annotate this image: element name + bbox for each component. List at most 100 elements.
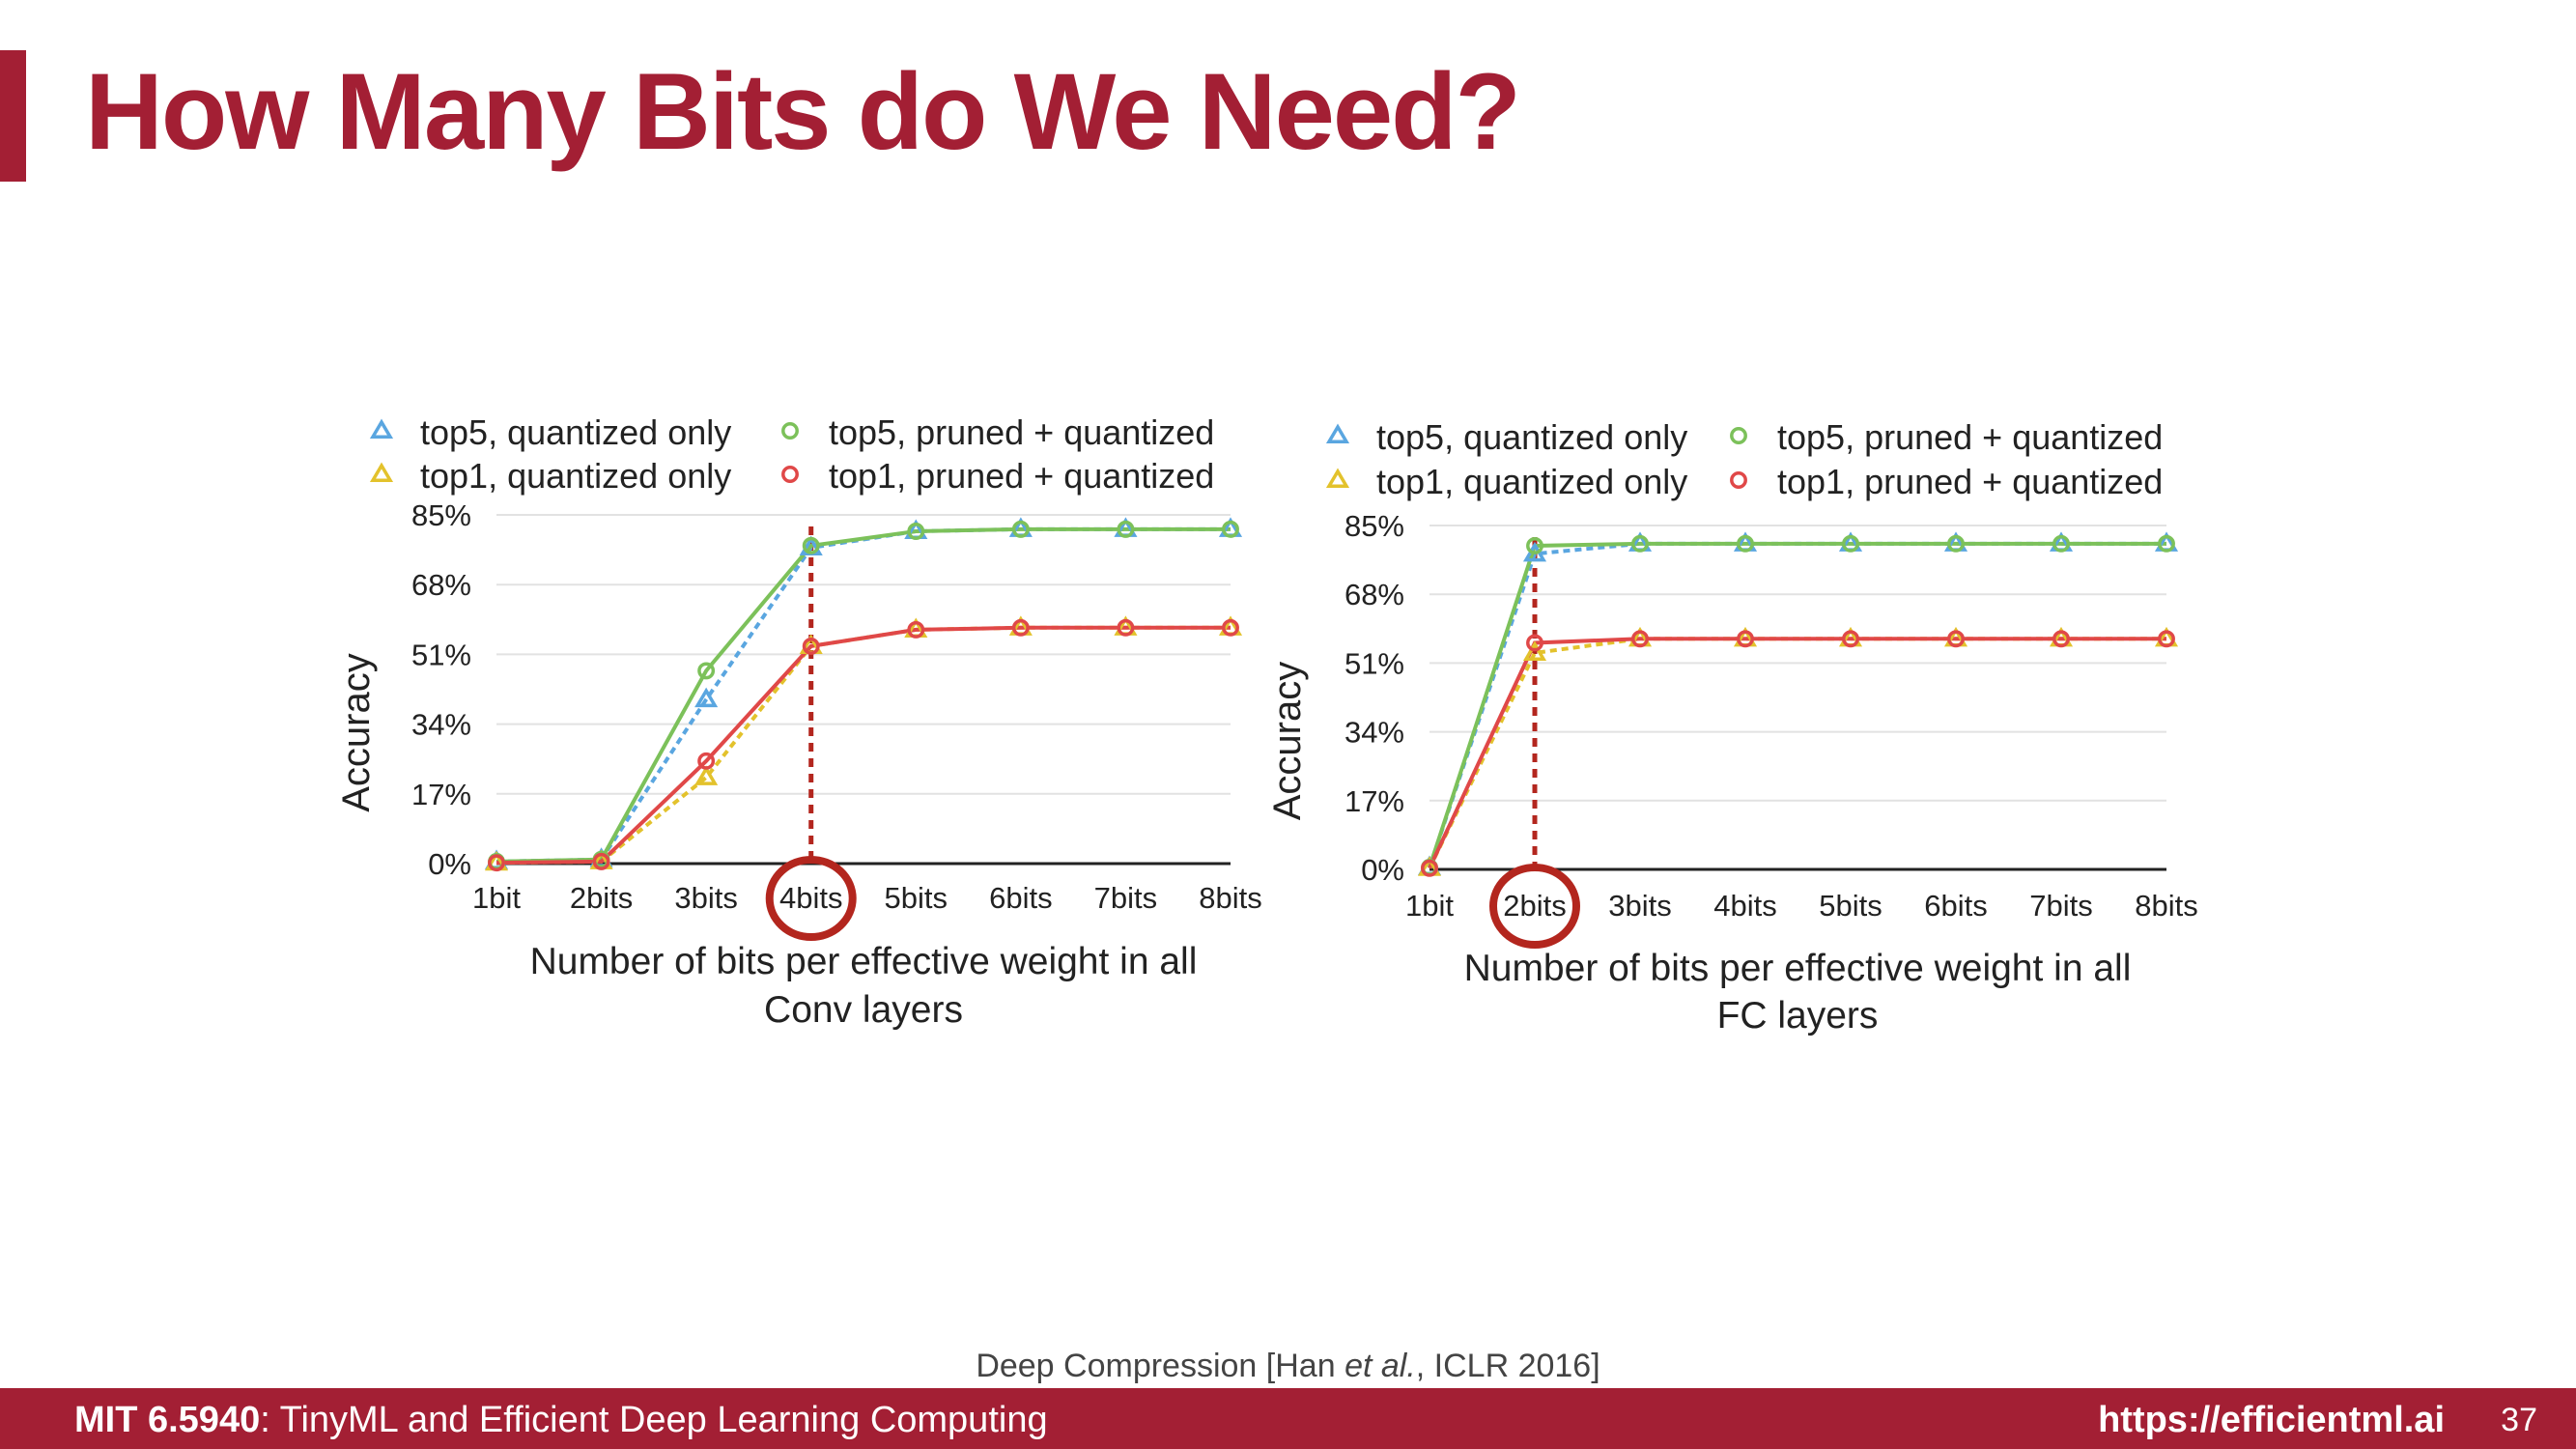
footer-course-code: MIT 6.5940 <box>74 1400 261 1440</box>
x-tick-label: 5bits <box>885 881 948 915</box>
legend-marker <box>369 462 394 483</box>
legend-label: top1, pruned + quantized <box>829 456 1214 496</box>
highlight-circle <box>765 856 857 941</box>
legend-label: top5, quantized only <box>420 412 731 452</box>
data-point <box>1222 618 1239 637</box>
legend-marker <box>1730 427 1747 444</box>
series-line <box>1428 637 2166 869</box>
legend-label: top1, quantized only <box>1376 462 1687 501</box>
legend-marker <box>781 466 799 483</box>
x-tick-label: 3bits <box>674 881 737 915</box>
data-point <box>592 852 610 870</box>
x-tick-label: 4bits <box>779 881 842 915</box>
footer-course: MIT 6.5940: TinyML and Efficient Deep Le… <box>74 1400 1048 1441</box>
series-line <box>1428 541 2166 868</box>
data-point <box>694 765 719 785</box>
y-tick-label: 85% <box>1345 509 1404 543</box>
citation-text-em: et al. <box>1345 1348 1416 1384</box>
data-point <box>1842 630 1859 648</box>
data-point <box>1842 534 1859 553</box>
y-tick-label: 68% <box>411 568 471 602</box>
y-tick-label: 34% <box>411 708 471 742</box>
legend-marker <box>369 418 394 440</box>
data-point <box>1011 618 1030 637</box>
y-axis-label: Accuracy <box>335 653 378 812</box>
data-point <box>1737 534 1754 553</box>
y-tick-label: 17% <box>1345 784 1404 818</box>
x-axis-label-line1: Number of bits per effective weight in a… <box>1464 948 2132 989</box>
data-point <box>802 536 820 554</box>
page-number: 37 <box>2501 1402 2537 1438</box>
data-point <box>1117 618 1135 637</box>
citation-text-post: , ICLR 2016] <box>1415 1348 1600 1384</box>
footer-url-link[interactable]: https://efficientml.ai <box>2098 1400 2445 1440</box>
legend-marker <box>1730 471 1747 489</box>
y-tick-label: 85% <box>411 498 471 532</box>
x-tick-label: 5bits <box>1819 889 1882 923</box>
data-point <box>802 637 820 655</box>
highlight-circle <box>1489 864 1580 949</box>
x-tick-label: 8bits <box>2135 889 2197 923</box>
data-point <box>907 523 925 540</box>
legend-label: top1, quantized only <box>420 456 731 496</box>
x-tick-label: 4bits <box>1713 889 1776 923</box>
data-point <box>1222 520 1239 538</box>
footer-course-name: : TinyML and Efficient Deep Learning Com… <box>260 1400 1048 1440</box>
x-axis-label-line2: Conv layers <box>764 989 963 1031</box>
x-tick-label: 1bit <box>1405 889 1454 923</box>
data-point <box>488 854 505 872</box>
data-point <box>1526 634 1543 652</box>
citation: Deep Compression [Han et al., ICLR 2016] <box>0 1348 2576 1385</box>
citation-text-pre: Deep Compression [Han <box>976 1348 1345 1384</box>
data-point <box>697 662 716 680</box>
x-tick-label: 3bits <box>1608 889 1671 923</box>
data-point <box>907 620 925 639</box>
x-tick-label: 1bit <box>472 881 521 915</box>
y-tick-label: 34% <box>1345 716 1404 750</box>
data-point <box>1526 536 1543 554</box>
data-point <box>2158 630 2175 648</box>
x-tick-label: 7bits <box>1094 881 1157 915</box>
y-tick-label: 0% <box>428 847 471 881</box>
data-point <box>1631 630 1649 648</box>
title-accent-bar <box>0 50 26 182</box>
y-axis-label: Accuracy <box>1266 662 1309 821</box>
series-line <box>495 625 1231 866</box>
data-point <box>1737 630 1754 648</box>
series-line <box>1428 541 2166 868</box>
series-line <box>495 526 1231 864</box>
x-tick-label: 7bits <box>2029 889 2092 923</box>
data-point <box>1011 520 1030 538</box>
x-tick-label: 2bits <box>570 881 633 915</box>
y-tick-label: 51% <box>1345 646 1404 680</box>
x-axis-label-line2: FC layers <box>1717 995 1879 1037</box>
x-axis-label-line1: Number of bits per effective weight in a… <box>530 941 1198 982</box>
data-point <box>1421 859 1438 877</box>
data-point <box>694 687 719 708</box>
legend-marker <box>1325 423 1350 444</box>
legend-label: top5, pruned + quantized <box>829 412 1214 452</box>
data-point <box>2052 630 2070 648</box>
data-point <box>1117 520 1135 538</box>
slide-title: How Many Bits do We Need? <box>85 51 1521 172</box>
y-tick-label: 17% <box>411 778 471 811</box>
data-point <box>1947 630 1965 648</box>
y-tick-label: 51% <box>411 638 471 671</box>
footer: MIT 6.5940: TinyML and Efficient Deep Le… <box>0 1388 2576 1449</box>
series-line <box>495 526 1231 864</box>
legend-label: top5, pruned + quantized <box>1777 417 2163 457</box>
data-point <box>1947 534 1965 553</box>
x-tick-label: 8bits <box>1199 881 1261 915</box>
legend-label: top1, pruned + quantized <box>1777 462 2163 501</box>
data-point <box>697 752 716 770</box>
legend-marker <box>1325 468 1350 489</box>
legend-label: top5, quantized only <box>1376 417 1687 457</box>
legend-marker <box>781 422 799 440</box>
x-tick-label: 2bits <box>1503 889 1566 923</box>
x-tick-label: 6bits <box>989 881 1052 915</box>
data-point <box>2052 534 2070 553</box>
y-tick-label: 0% <box>1361 853 1404 887</box>
series-line <box>495 625 1231 866</box>
data-point <box>1631 534 1649 553</box>
